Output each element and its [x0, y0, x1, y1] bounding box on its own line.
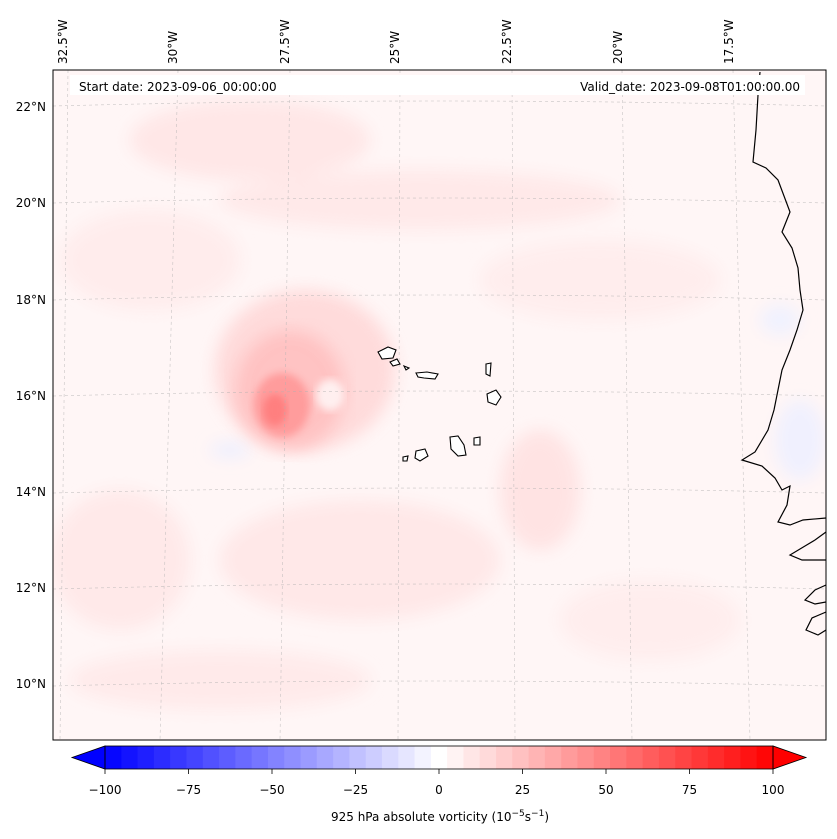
- colorbar-segment: [316, 746, 334, 769]
- island-boa-vista: [486, 389, 502, 406]
- lat-label-18n: 18°N: [16, 293, 46, 307]
- west-africa-coastline: [740, 71, 826, 636]
- colorbar-segment: [333, 746, 350, 769]
- lon-label-30w: 30°W: [166, 31, 180, 64]
- cape-verde-islands: [377, 346, 502, 462]
- colorbar-extend-max: [772, 745, 808, 770]
- colorbar-segment: [528, 746, 546, 769]
- colorbar-segment: [105, 746, 122, 769]
- colorbar-segment: [251, 746, 269, 769]
- colorbar: −100 −75 −50 −25 0 25 50 75 100 925 hPa …: [70, 745, 808, 824]
- colorbar-segment: [691, 746, 709, 769]
- lat-label-10n: 10°N: [16, 677, 46, 691]
- island-brava: [402, 455, 409, 462]
- lon-label-25w: 25°W: [388, 31, 402, 64]
- lat-label-22n: 22°N: [16, 100, 46, 114]
- colorbar-segment: [300, 746, 318, 769]
- cb-tick-label-neg50: −50: [259, 783, 284, 797]
- colorbar-extend-min: [70, 745, 106, 770]
- colorbar-segment: [121, 746, 139, 769]
- lat-label-20n: 20°N: [16, 196, 46, 210]
- cb-tick-label-50: 50: [598, 783, 613, 797]
- colorbar-segment: [267, 746, 285, 769]
- colorbar-ticks: [104, 769, 774, 774]
- island-santo-antao: [377, 346, 397, 360]
- colorbar-segment: [658, 746, 676, 769]
- lon-label-32-5w: 32.5°W: [56, 19, 70, 64]
- island-maio: [473, 436, 481, 446]
- valid-date-text: Valid_date: 2023-09-08T01:00:00.00: [580, 80, 800, 94]
- colorbar-segment: [219, 746, 236, 769]
- cb-tick-label-neg100: −100: [89, 783, 122, 797]
- cb-tick-label-neg25: −25: [343, 783, 368, 797]
- map-frame: [52, 69, 827, 741]
- latitude-labels: 22°N 20°N 18°N 16°N 14°N 12°N 10°N: [16, 100, 46, 691]
- colorbar-segment: [626, 746, 644, 769]
- cb-tick-label-0: 0: [435, 783, 443, 797]
- lat-label-12n: 12°N: [16, 581, 46, 595]
- island-fogo: [414, 448, 429, 462]
- gridlines: [53, 70, 826, 740]
- colorbar-segment: [235, 746, 253, 769]
- vorticity-maximum: [215, 290, 395, 450]
- colorbar-segment: [610, 746, 627, 769]
- cb-tick-label-100: 100: [762, 783, 785, 797]
- colorbar-segment: [447, 746, 465, 769]
- colorbar-segment: [137, 746, 155, 769]
- colorbar-title: 925 hPa absolute vorticity (10−5s−1): [331, 809, 549, 824]
- colorbar-tick-labels: −100 −75 −50 −25 0 25 50 75 100: [89, 783, 785, 797]
- colorbar-segment: [642, 746, 660, 769]
- map-area: Start date: 2023-09-06_00:00:00 Valid_da…: [53, 70, 826, 740]
- colorbar-segment: [724, 746, 742, 769]
- island-santiago: [449, 435, 467, 457]
- lon-label-27-5w: 27.5°W: [278, 19, 292, 64]
- longitude-labels: 32.5°W 30°W 27.5°W 25°W 22.5°W 20°W 17.5…: [56, 19, 736, 64]
- cb-tick-label-neg75: −75: [176, 783, 201, 797]
- lat-label-16n: 16°N: [16, 389, 46, 403]
- colorbar-segment: [544, 746, 562, 769]
- colorbar-segment: [593, 746, 611, 769]
- cb-tick-label-75: 75: [682, 783, 697, 797]
- colorbar-segments: [105, 746, 774, 769]
- vorticity-field-patches: [53, 100, 825, 710]
- colorbar-segment: [577, 746, 595, 769]
- colorbar-segment: [186, 746, 204, 769]
- colorbar-segment: [365, 746, 383, 769]
- colorbar-segment: [479, 746, 497, 769]
- colorbar-segment: [414, 746, 432, 769]
- lon-label-20w: 20°W: [611, 31, 625, 64]
- start-date-text: Start date: 2023-09-06_00:00:00: [79, 80, 277, 94]
- colorbar-segment: [430, 746, 448, 769]
- info-strip: [70, 75, 805, 95]
- lat-label-14n: 14°N: [16, 485, 46, 499]
- colorbar-segment: [675, 746, 693, 769]
- colorbar-segment: [707, 746, 725, 769]
- island-santa-luzia: [402, 364, 411, 371]
- island-sal: [485, 362, 492, 377]
- colorbar-segment: [349, 746, 367, 769]
- colorbar-segment: [170, 746, 188, 769]
- lon-label-22-5w: 22.5°W: [500, 19, 514, 64]
- colorbar-segment: [463, 746, 481, 769]
- colorbar-segment: [496, 746, 513, 769]
- island-sao-vicente: [389, 358, 401, 367]
- colorbar-segment: [202, 746, 220, 769]
- cb-tick-label-25: 25: [515, 783, 530, 797]
- island-sao-nicolau: [415, 371, 439, 380]
- colorbar-segment: [756, 746, 774, 769]
- colorbar-segment: [740, 746, 758, 769]
- colorbar-segment: [284, 746, 302, 769]
- colorbar-segment: [381, 746, 399, 769]
- colorbar-segment: [398, 746, 416, 769]
- colorbar-segment: [561, 746, 579, 769]
- colorbar-segment: [512, 746, 530, 769]
- lon-label-17-5w: 17.5°W: [722, 19, 736, 64]
- colorbar-segment: [153, 746, 171, 769]
